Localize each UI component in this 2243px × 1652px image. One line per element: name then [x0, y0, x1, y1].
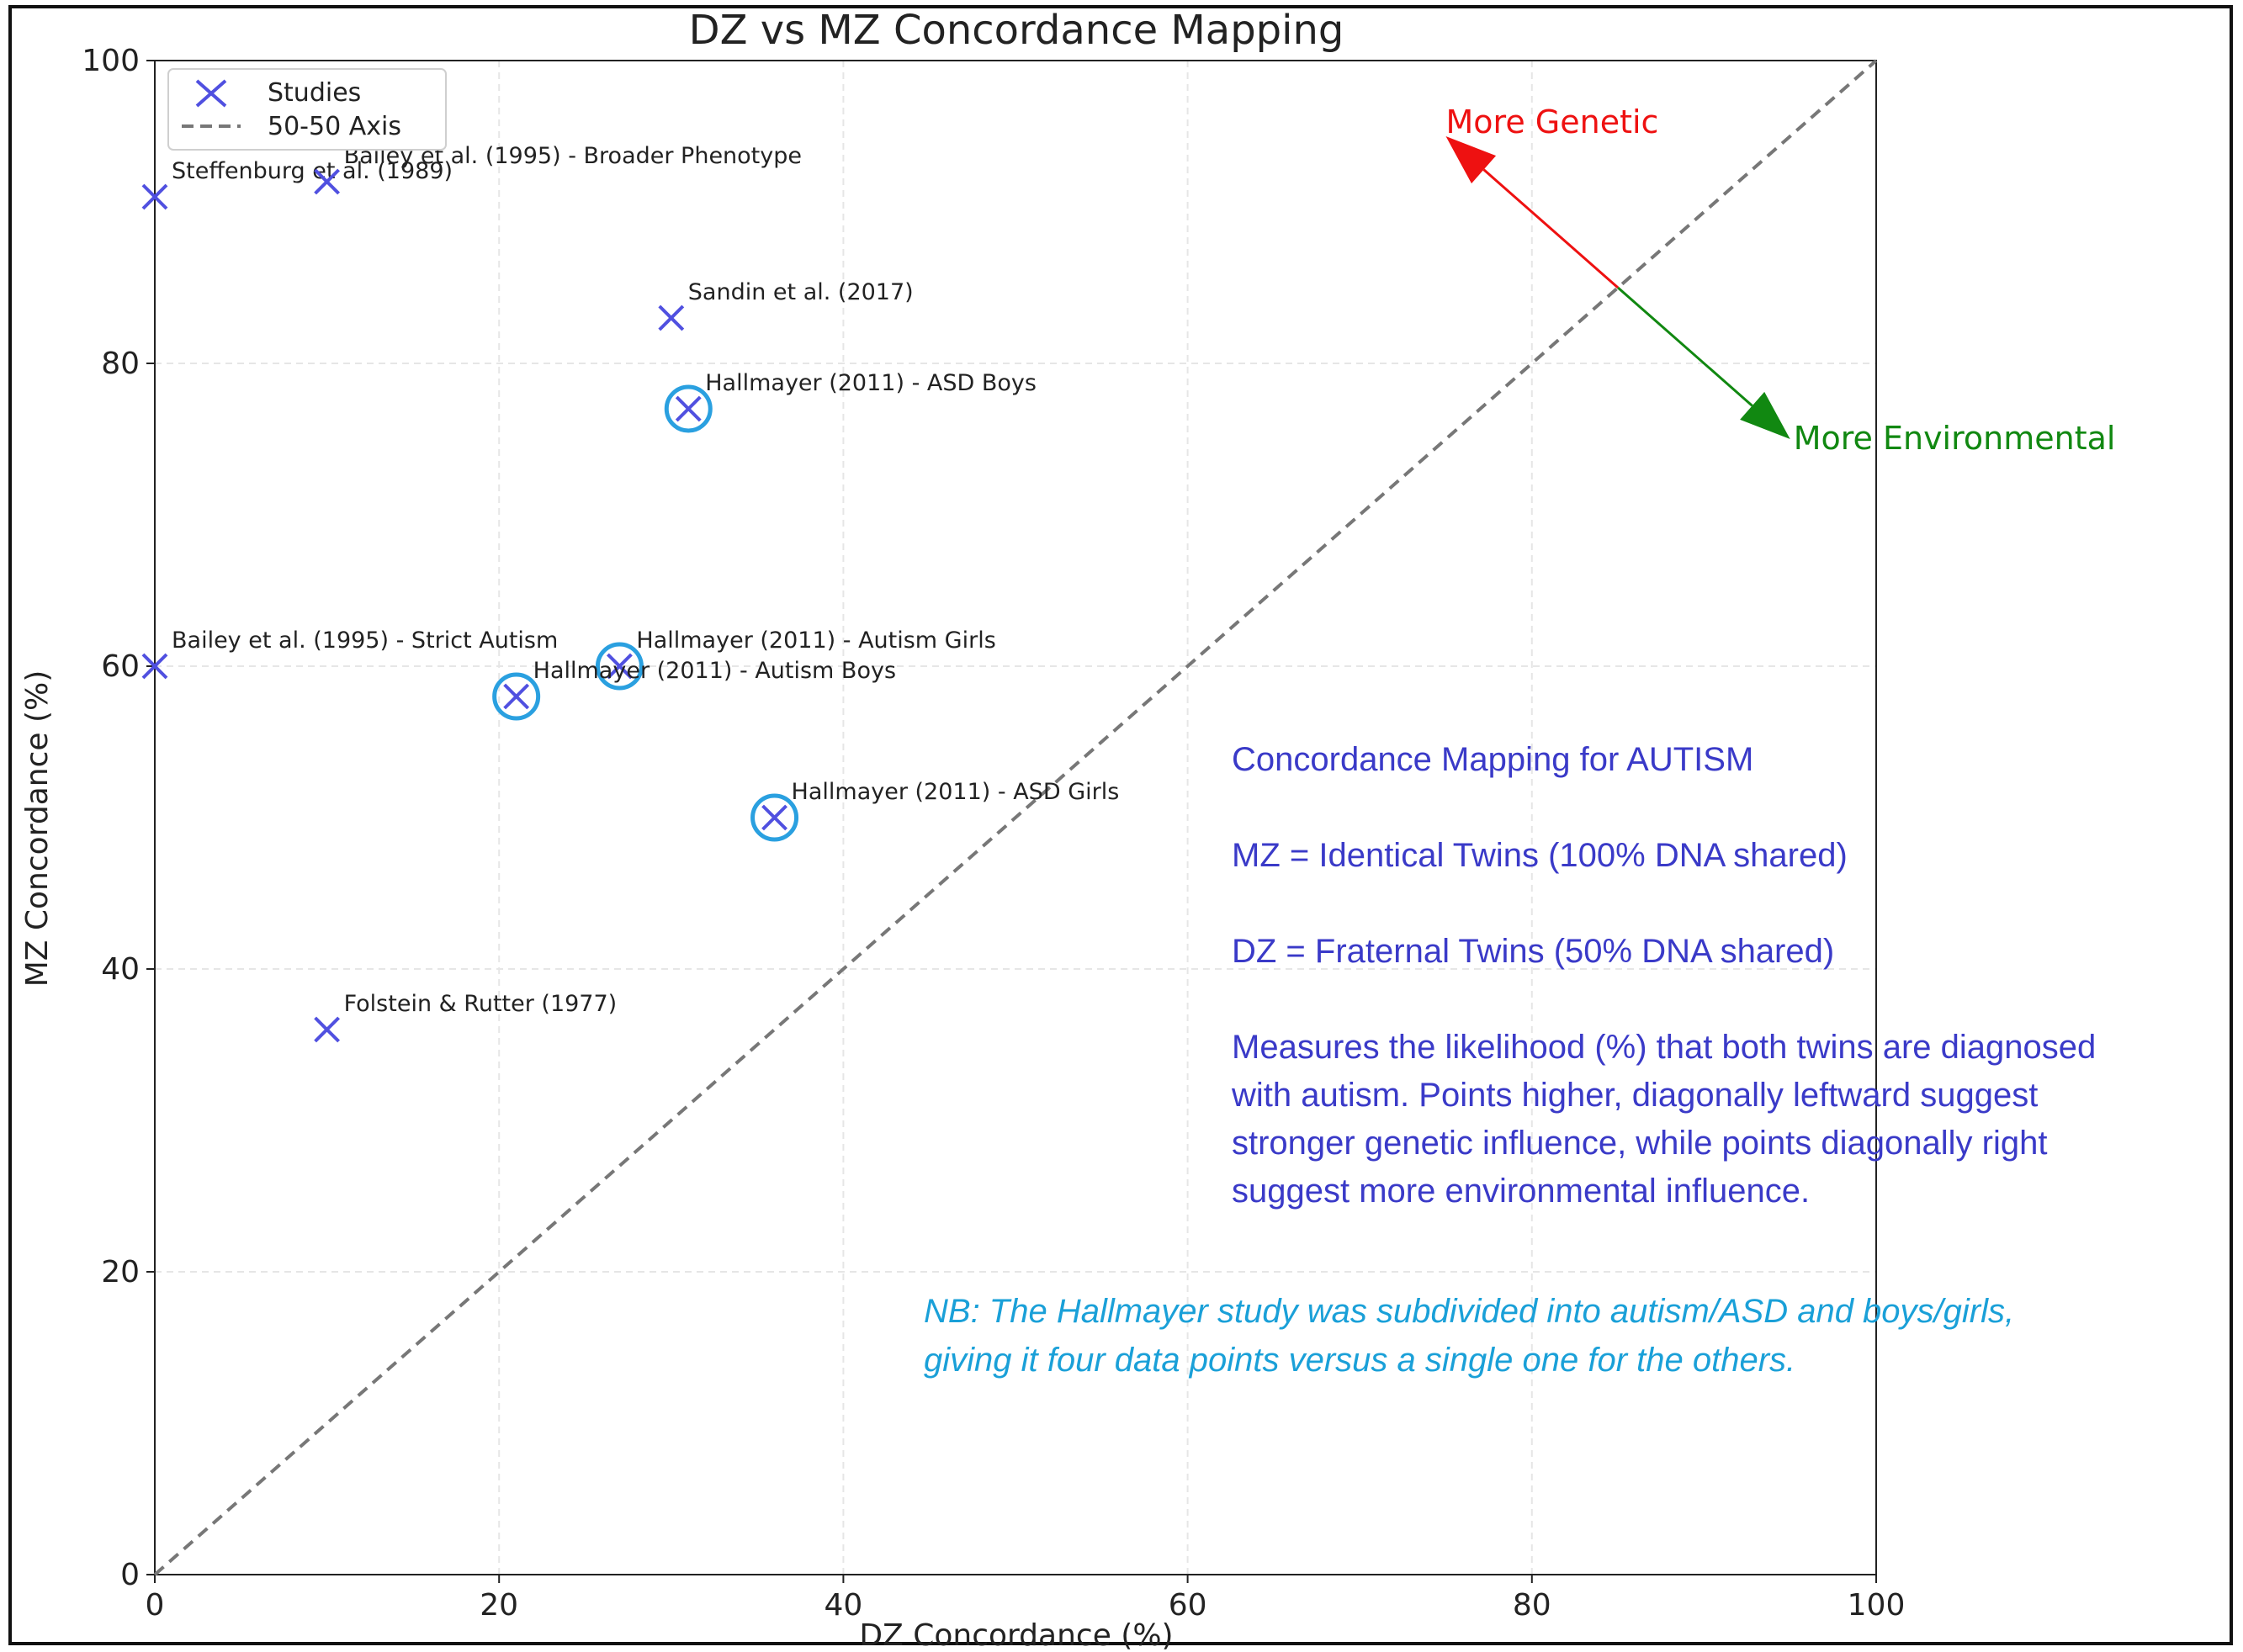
data-point: [141, 653, 168, 680]
highlight-ring: [492, 672, 541, 721]
x-axis-label: DZ Concordance (%): [859, 1618, 1173, 1652]
data-points: Steffenburg et al. (1989) Bailey et al. (…: [141, 143, 1120, 1043]
x-tick-label: 80: [1513, 1588, 1551, 1623]
x-tick-label: 40: [824, 1588, 862, 1623]
arrow-head-0: [1445, 136, 1497, 184]
x-tick-label: 60: [1169, 1588, 1207, 1623]
y-tick-label: 60: [101, 649, 140, 684]
chart-title: DZ vs MZ Concordance Mapping: [689, 7, 1344, 54]
info-box: Concordance Mapping for AUTISM MZ = Iden…: [1231, 741, 2096, 1210]
highlight-ring: [595, 642, 644, 691]
point-label: Hallmayer (2011) - ASD Girls: [792, 779, 1120, 805]
legend-box: [167, 68, 447, 151]
point-marker-stroke: [607, 653, 633, 680]
point-label: Folstein & Rutter (1977): [344, 991, 618, 1017]
data-point: [675, 395, 702, 422]
data-point: [314, 168, 341, 195]
arrow-label-0: More Genetic: [1446, 103, 1659, 140]
axes: 0 20 40 60 80 100 0 20 40 60 80 100: [82, 44, 1905, 1623]
point-label: Steffenburg et al. (1989): [172, 158, 453, 184]
y-tick-label: 20: [101, 1255, 140, 1289]
data-point: [607, 653, 633, 680]
point-marker-stroke: [141, 653, 168, 680]
info-desc-line-2: with autism. Points higher, diagonally l…: [1231, 1077, 2038, 1114]
y-tick-label: 100: [82, 44, 140, 78]
arrow-shaft-0: [1482, 168, 1620, 289]
point-label: Sandin et al. (2017): [688, 279, 914, 305]
point-marker-stroke: [658, 304, 685, 331]
info-heading: Concordance Mapping for AUTISM: [1232, 741, 1753, 778]
reference-line: [153, 59, 1878, 1576]
data-point: [503, 683, 530, 710]
info-desc-line-4: suggest more environmental influence.: [1232, 1173, 1810, 1210]
point-label: Hallmayer (2011) - ASD Boys: [705, 370, 1037, 396]
data-point: [314, 1016, 341, 1043]
point-marker-stroke: [761, 804, 787, 831]
point-label: Hallmayer (2011) - Autism Boys: [533, 658, 896, 684]
point-marker-stroke: [314, 168, 341, 195]
legend-marker-studies: [195, 79, 227, 108]
y-tick-label: 40: [101, 952, 140, 987]
info-mz: MZ = Identical Twins (100% DNA shared): [1232, 837, 1848, 874]
arrow-shaft-1: [1617, 286, 1753, 407]
highlight-ring: [750, 793, 799, 842]
y-tick-label: 0: [120, 1558, 140, 1592]
y-tick-label: 80: [101, 347, 140, 381]
info-desc-line-1: Measures the likelihood (%) that both tw…: [1232, 1029, 2096, 1066]
note-box: NB: The Hallmayer study was subdivided i…: [924, 1293, 2014, 1379]
data-point: [141, 183, 168, 210]
point-marker-stroke: [503, 683, 530, 710]
x-tick-label: 0: [146, 1588, 165, 1623]
highlight-ring: [664, 384, 713, 433]
arrow-label-1: More Environmental: [1794, 420, 2116, 457]
figure-frame: [8, 5, 2233, 1645]
y-axis-label: MZ Concordance (%): [20, 670, 55, 987]
x-tick-label: 20: [480, 1588, 518, 1623]
fifty-fifty-line: [153, 59, 1878, 1576]
point-label: Hallmayer (2011) - Autism Girls: [636, 627, 995, 654]
plot-area-border: [154, 60, 1877, 1575]
point-label: Bailey et al. (1995) - Strict Autism: [172, 627, 558, 654]
data-point: [658, 304, 685, 331]
legend: Studies 50-50 Axis: [167, 68, 447, 151]
x-tick-label: 100: [1848, 1588, 1906, 1623]
info-desc-line-3: stronger genetic influence, while points…: [1232, 1125, 2047, 1162]
point-marker-stroke: [675, 395, 702, 422]
legend-label-studies: Studies: [268, 78, 361, 108]
legend-label-50-50: 50-50 Axis: [268, 112, 401, 141]
note-line-2: giving it four data points versus a sing…: [924, 1342, 1795, 1379]
direction-arrows: More Genetic More Environmental: [1445, 103, 2116, 457]
point-marker-stroke: [314, 1016, 341, 1043]
info-dz: DZ = Fraternal Twins (50% DNA shared): [1232, 933, 1834, 970]
note-line-1: NB: The Hallmayer study was subdivided i…: [924, 1293, 2014, 1330]
arrow-head-1: [1740, 391, 1790, 439]
data-point: [761, 804, 787, 831]
point-marker-stroke: [141, 183, 168, 210]
